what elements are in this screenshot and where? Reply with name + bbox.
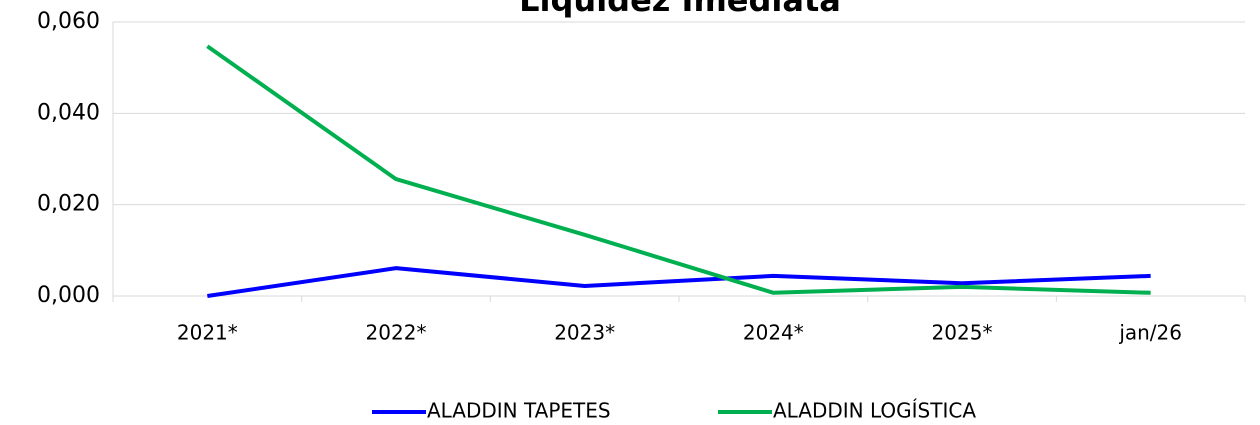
y-tick-label: 0,000: [37, 283, 100, 308]
x-tick-label: 2021*: [177, 321, 238, 345]
series-line: [206, 44, 1151, 295]
x-tick-label: 2022*: [366, 321, 427, 345]
y-tick-label: 0,020: [37, 192, 100, 217]
x-tick-label: jan/26: [1118, 321, 1182, 345]
series-line: [207, 266, 1151, 298]
y-tick-label: 0,060: [37, 9, 100, 34]
legend-label: ALADDIN LOGÍSTICA: [773, 399, 976, 423]
legend-label: ALADDIN TAPETES: [427, 399, 611, 423]
x-tick-label: 2023*: [554, 321, 615, 345]
x-tick-label: 2025*: [932, 321, 993, 345]
y-tick-label: 0,040: [37, 100, 100, 125]
x-tick-label: 2024*: [743, 321, 804, 345]
chart-title: Liquidez Imediata: [519, 0, 841, 19]
